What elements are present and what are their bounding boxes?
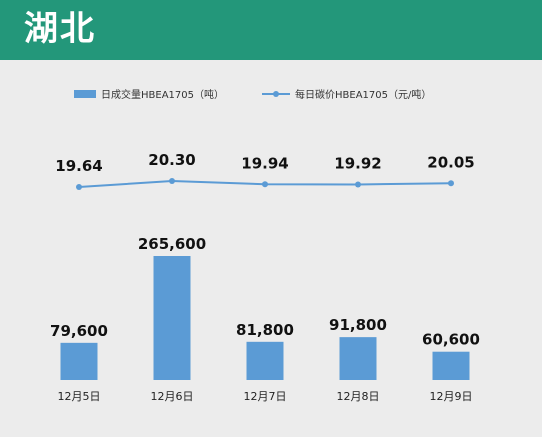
volume-data-label: 91,800	[329, 316, 387, 334]
category-tick-label: 12月9日	[430, 390, 473, 403]
legend-line-marker	[273, 91, 279, 97]
volume-bar	[339, 337, 377, 380]
header-bar: 湖北	[0, 0, 542, 60]
category-tick-label: 12月6日	[151, 390, 194, 403]
volume-data-label: 79,600	[50, 322, 108, 340]
price-point	[262, 181, 268, 188]
category-tick-label: 12月5日	[58, 390, 101, 403]
price-point	[76, 184, 82, 190]
volume-data-label: 265,600	[138, 235, 206, 253]
legend-line-label: 每日碳价HBEA1705（元/吨）	[295, 88, 431, 101]
price-data-label: 19.94	[241, 154, 288, 172]
volume-data-label: 60,600	[422, 331, 480, 349]
legend-bar-swatch	[74, 90, 96, 98]
price-point	[169, 178, 175, 184]
category-tick-label: 12月8日	[337, 390, 380, 403]
volume-bar	[153, 256, 191, 380]
volume-bar	[60, 342, 98, 380]
volume-bar	[432, 351, 470, 380]
legend: 日成交量HBEA1705（吨） 每日碳价HBEA1705（元/吨）	[74, 88, 431, 101]
price-point	[355, 181, 361, 188]
price-data-label: 19.92	[334, 154, 381, 172]
volume-bar	[246, 341, 284, 380]
price-data-label: 19.64	[55, 157, 102, 175]
price-data-label: 20.05	[427, 153, 474, 171]
category-tick-label: 12月7日	[244, 390, 287, 403]
price-data-label: 20.30	[148, 151, 195, 169]
price-point	[448, 180, 454, 187]
volume-data-label: 81,800	[236, 321, 294, 339]
legend-bar-label: 日成交量HBEA1705（吨）	[101, 88, 224, 101]
page-title: 湖北	[24, 9, 96, 49]
